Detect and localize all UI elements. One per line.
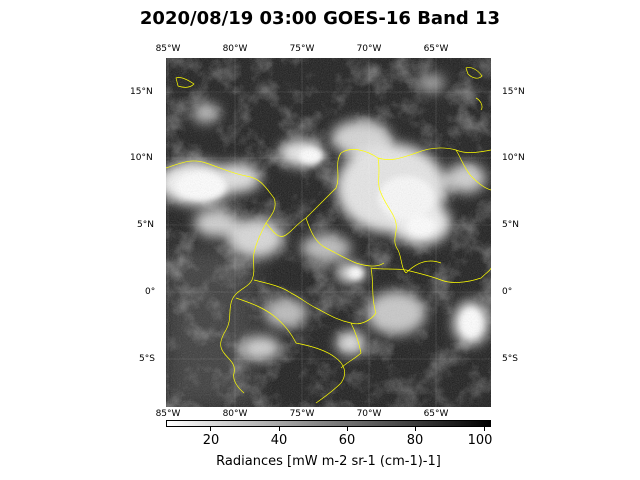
colorbar-tick-mark (210, 427, 211, 431)
lat-tick-right: 5°S (502, 354, 518, 364)
lat-tick-right: 10°N (502, 153, 525, 163)
colorbar-tick-label: 100 (467, 433, 493, 448)
colorbar-tick-label: 80 (406, 433, 424, 448)
lat-tick-left: 15°N (130, 87, 153, 97)
lat-tick-left: 5°S (139, 354, 155, 364)
colorbar-tick-label: 20 (202, 433, 220, 448)
colorbar-tick-label: 60 (338, 433, 356, 448)
colorbar-tick-mark (484, 427, 485, 431)
lon-tick-bottom: 85°W (155, 409, 181, 419)
lon-tick-top: 80°W (222, 44, 248, 54)
image-grain (166, 58, 491, 407)
coastlines (166, 67, 491, 404)
lon-tick-top: 70°W (356, 44, 382, 54)
lat-tick-right: 0° (502, 287, 513, 297)
lon-tick-top: 85°W (155, 44, 181, 54)
colorbar-tick-mark (347, 427, 348, 431)
colorbar-tick-label: 40 (270, 433, 288, 448)
colorbar-tick-mark (279, 427, 280, 431)
lat-tick-right: 5°N (502, 220, 519, 230)
colorbar (166, 420, 491, 427)
lon-tick-top: 75°W (289, 44, 315, 54)
lon-tick-top: 65°W (423, 44, 449, 54)
colorbar-tick-mark (415, 427, 416, 431)
lat-tick-left: 0° (145, 287, 156, 297)
satellite-image (166, 58, 491, 407)
lon-tick-bottom: 75°W (289, 409, 315, 419)
map-title: 2020/08/19 03:00 GOES-16 Band 13 (139, 8, 501, 29)
lon-tick-bottom: 70°W (356, 409, 382, 419)
lon-tick-bottom: 80°W (222, 409, 248, 419)
graticule (166, 58, 491, 407)
colorbar-label: Radiances [mW m-2 sr-1 (cm-1)-1] (216, 454, 441, 469)
lat-tick-left: 10°N (130, 153, 153, 163)
lon-tick-bottom: 65°W (423, 409, 449, 419)
lat-tick-left: 5°N (137, 220, 154, 230)
lat-tick-right: 15°N (502, 87, 525, 97)
